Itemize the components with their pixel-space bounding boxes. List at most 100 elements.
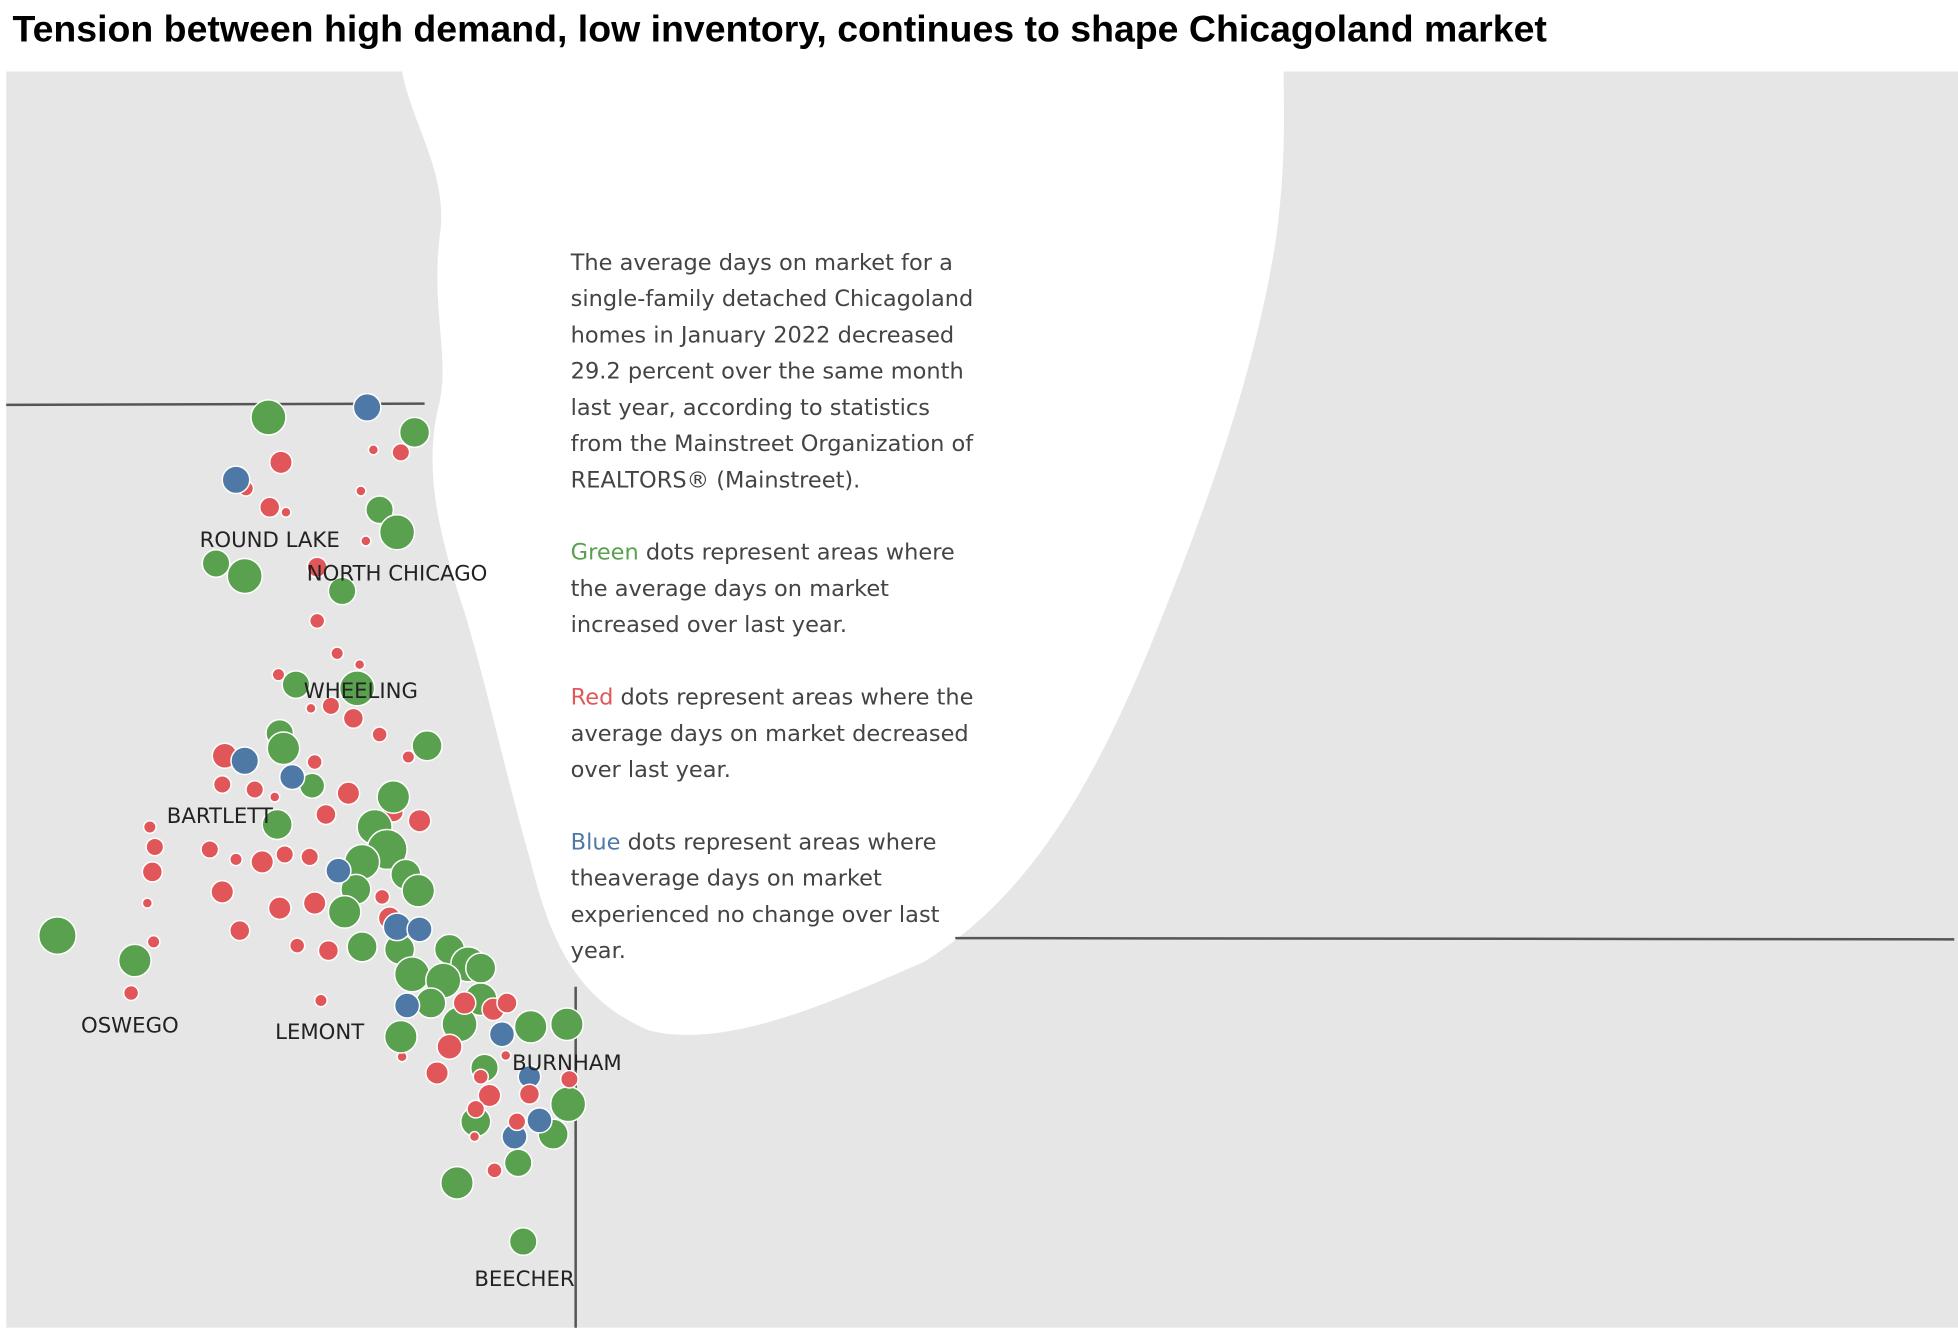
- legend-blue: Blue dots represent areas where theavera…: [571, 824, 989, 969]
- area-dot: [313, 993, 328, 1008]
- state-line: [955, 936, 1955, 941]
- area-dot: [315, 803, 337, 826]
- area-dot: [250, 849, 275, 874]
- area-dot: [425, 1060, 450, 1085]
- area-dot: [371, 726, 388, 743]
- area-dot: [305, 702, 317, 715]
- area-dot: [436, 1033, 463, 1060]
- area-dot: [226, 557, 263, 595]
- area-dot: [268, 450, 293, 475]
- area-dot: [507, 1112, 527, 1132]
- area-dot: [353, 658, 366, 671]
- area-dot: [117, 943, 152, 978]
- area-dot: [415, 987, 447, 1019]
- area-dot: [365, 495, 395, 525]
- area-dot: [355, 485, 367, 497]
- area-dot: [261, 808, 293, 841]
- dots: [37, 392, 587, 1257]
- area-dot: [145, 837, 165, 857]
- area-dot: [346, 931, 378, 963]
- area-dot: [210, 879, 235, 904]
- area-dot: [146, 934, 161, 949]
- area-dot: [302, 891, 327, 916]
- area-dot: [518, 1083, 541, 1105]
- area-dot: [486, 1162, 503, 1179]
- area-dot: [378, 514, 416, 551]
- area-dot: [526, 1107, 553, 1134]
- area-dot: [440, 1165, 475, 1200]
- area-dot: [508, 1227, 538, 1257]
- area-dot: [267, 896, 292, 921]
- area-dot: [288, 937, 306, 954]
- area-dot: [472, 1068, 490, 1085]
- area-dot: [401, 750, 416, 765]
- legend-red: Red dots represent areas where the avera…: [571, 680, 989, 789]
- city-label: NORTH CHICAGO: [307, 562, 488, 587]
- legend-green: Green dots represent areas where the ave…: [571, 535, 989, 644]
- area-dot: [280, 506, 292, 519]
- area-dot: [465, 952, 497, 984]
- legend-text: dots represent areas where the average d…: [570, 539, 955, 639]
- area-dot: [466, 1099, 486, 1119]
- city-label: BARTLETT: [167, 804, 274, 829]
- area-dot: [559, 1069, 579, 1089]
- area-dot: [376, 780, 411, 814]
- area-dot: [308, 612, 326, 630]
- city-label: OSWEGO: [81, 1014, 179, 1039]
- legend-text: dots represent areas where the average d…: [570, 684, 974, 784]
- area-dot: [398, 416, 431, 449]
- area-dot: [327, 576, 357, 606]
- area-dot: [468, 1130, 481, 1143]
- area-dot: [37, 916, 77, 956]
- area-dot: [549, 1085, 587, 1123]
- area-dot: [352, 392, 382, 422]
- area-dot: [338, 670, 376, 707]
- area-dot: [360, 535, 372, 547]
- area-dot: [452, 991, 477, 1016]
- area-dot: [477, 1083, 502, 1108]
- area-dot: [342, 707, 365, 730]
- area-dot: [142, 819, 157, 834]
- area-dot: [383, 1019, 418, 1054]
- area-dot: [300, 847, 320, 867]
- area-dot: [393, 992, 421, 1019]
- area-dot: [306, 556, 328, 578]
- area-dot: [221, 465, 251, 495]
- area-dot: [141, 861, 164, 883]
- area-dot: [200, 839, 220, 859]
- area-dot: [141, 897, 154, 909]
- area-dot: [325, 857, 352, 884]
- area-dot: [407, 808, 432, 833]
- area-dot: [549, 1007, 584, 1042]
- area-dot: [373, 888, 391, 906]
- area-dot: [258, 496, 281, 519]
- legend-word: Blue: [570, 829, 621, 856]
- area-dot: [268, 791, 281, 803]
- area-dot: [401, 873, 436, 908]
- area-dot: [281, 670, 311, 700]
- area-dot: [306, 753, 323, 771]
- area-dot: [229, 919, 251, 942]
- lake-michigan: [402, 71, 1284, 1035]
- area-dot: [245, 780, 265, 799]
- city-label: LEMONT: [275, 1020, 365, 1045]
- area-dot: [367, 444, 380, 456]
- area-dot: [488, 1021, 516, 1048]
- city-label: WHEELING: [304, 679, 418, 704]
- area-dot: [266, 731, 301, 766]
- area-dot: [336, 781, 361, 806]
- area-dot: [278, 763, 306, 791]
- area-dot: [212, 775, 232, 794]
- area-dot: [411, 730, 443, 762]
- legend-text: dots represent areas where theaverage da…: [570, 829, 940, 965]
- area-dot: [230, 746, 260, 776]
- city-labels: ROUND LAKE NORTH CHICAGO WHEELING BARTLETT O…: [81, 528, 622, 1292]
- area-dot: [391, 442, 411, 462]
- legend-word: Red: [570, 684, 614, 711]
- area-dot: [271, 667, 286, 682]
- area-dot: [499, 1049, 512, 1062]
- area-dot: [275, 844, 295, 864]
- annotation-intro: The average days on market for a single-…: [570, 250, 974, 494]
